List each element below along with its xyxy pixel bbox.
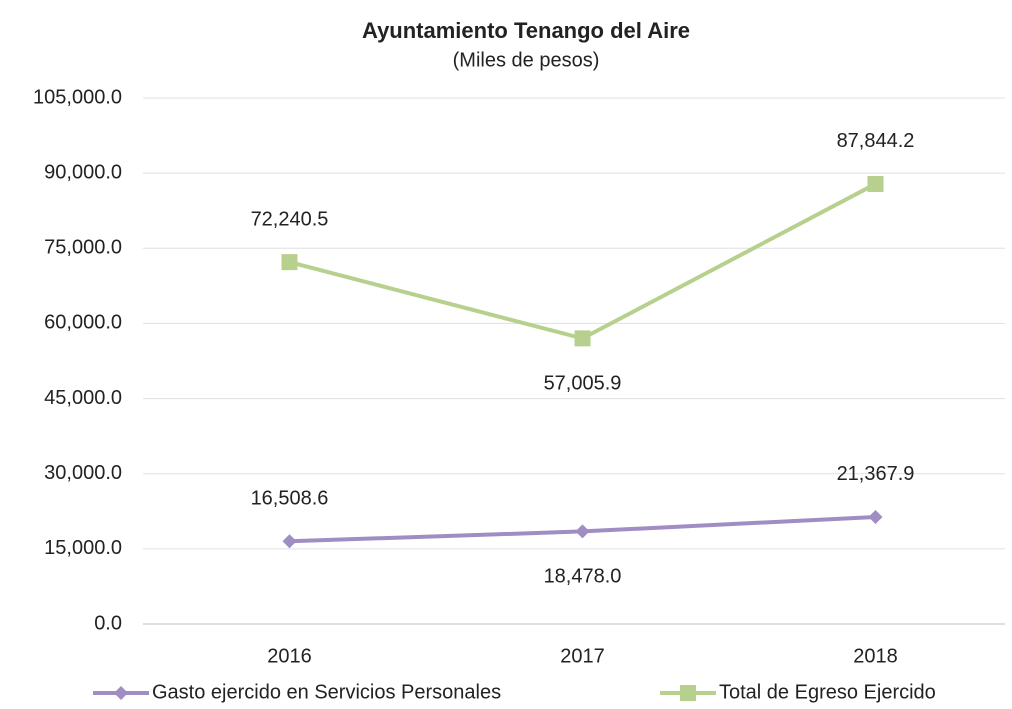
legend-marker: [114, 686, 128, 700]
series-line: [288, 182, 877, 341]
chart-subtitle: (Miles de pesos): [453, 49, 600, 71]
y-tick-label: 45,000.0: [44, 387, 122, 409]
y-tick-label: 15,000.0: [44, 537, 122, 559]
data-label: 72,240.5: [251, 208, 329, 230]
legend-label: Gasto ejercido en Servicios Personales: [152, 681, 501, 703]
x-tick-label: 2017: [560, 645, 605, 667]
y-tick-label: 30,000.0: [44, 462, 122, 484]
legend-label: Total de Egreso Ejercido: [719, 681, 936, 703]
y-tick-label: 105,000.0: [33, 86, 122, 108]
data-point: [575, 524, 590, 539]
data-label: 57,005.9: [544, 373, 622, 395]
x-tick-label: 2018: [853, 645, 898, 667]
y-tick-label: 0.0: [94, 612, 122, 634]
y-tick-label: 75,000.0: [44, 237, 122, 259]
chart-title: Ayuntamiento Tenango del Aire: [362, 18, 690, 43]
y-tick-label: 90,000.0: [44, 161, 122, 183]
data-point: [574, 330, 591, 347]
x-tick-label: 2016: [267, 645, 312, 667]
data-label: 18,478.0: [544, 566, 622, 588]
data-label: 87,844.2: [837, 130, 915, 152]
legend-marker: [680, 685, 696, 701]
data-label: 21,367.9: [837, 463, 915, 485]
data-point: [281, 254, 298, 271]
data-label: 16,508.6: [251, 488, 329, 510]
y-tick-label: 60,000.0: [44, 312, 122, 334]
data-point: [282, 534, 297, 549]
data-point: [868, 509, 883, 524]
data-point: [867, 175, 884, 192]
